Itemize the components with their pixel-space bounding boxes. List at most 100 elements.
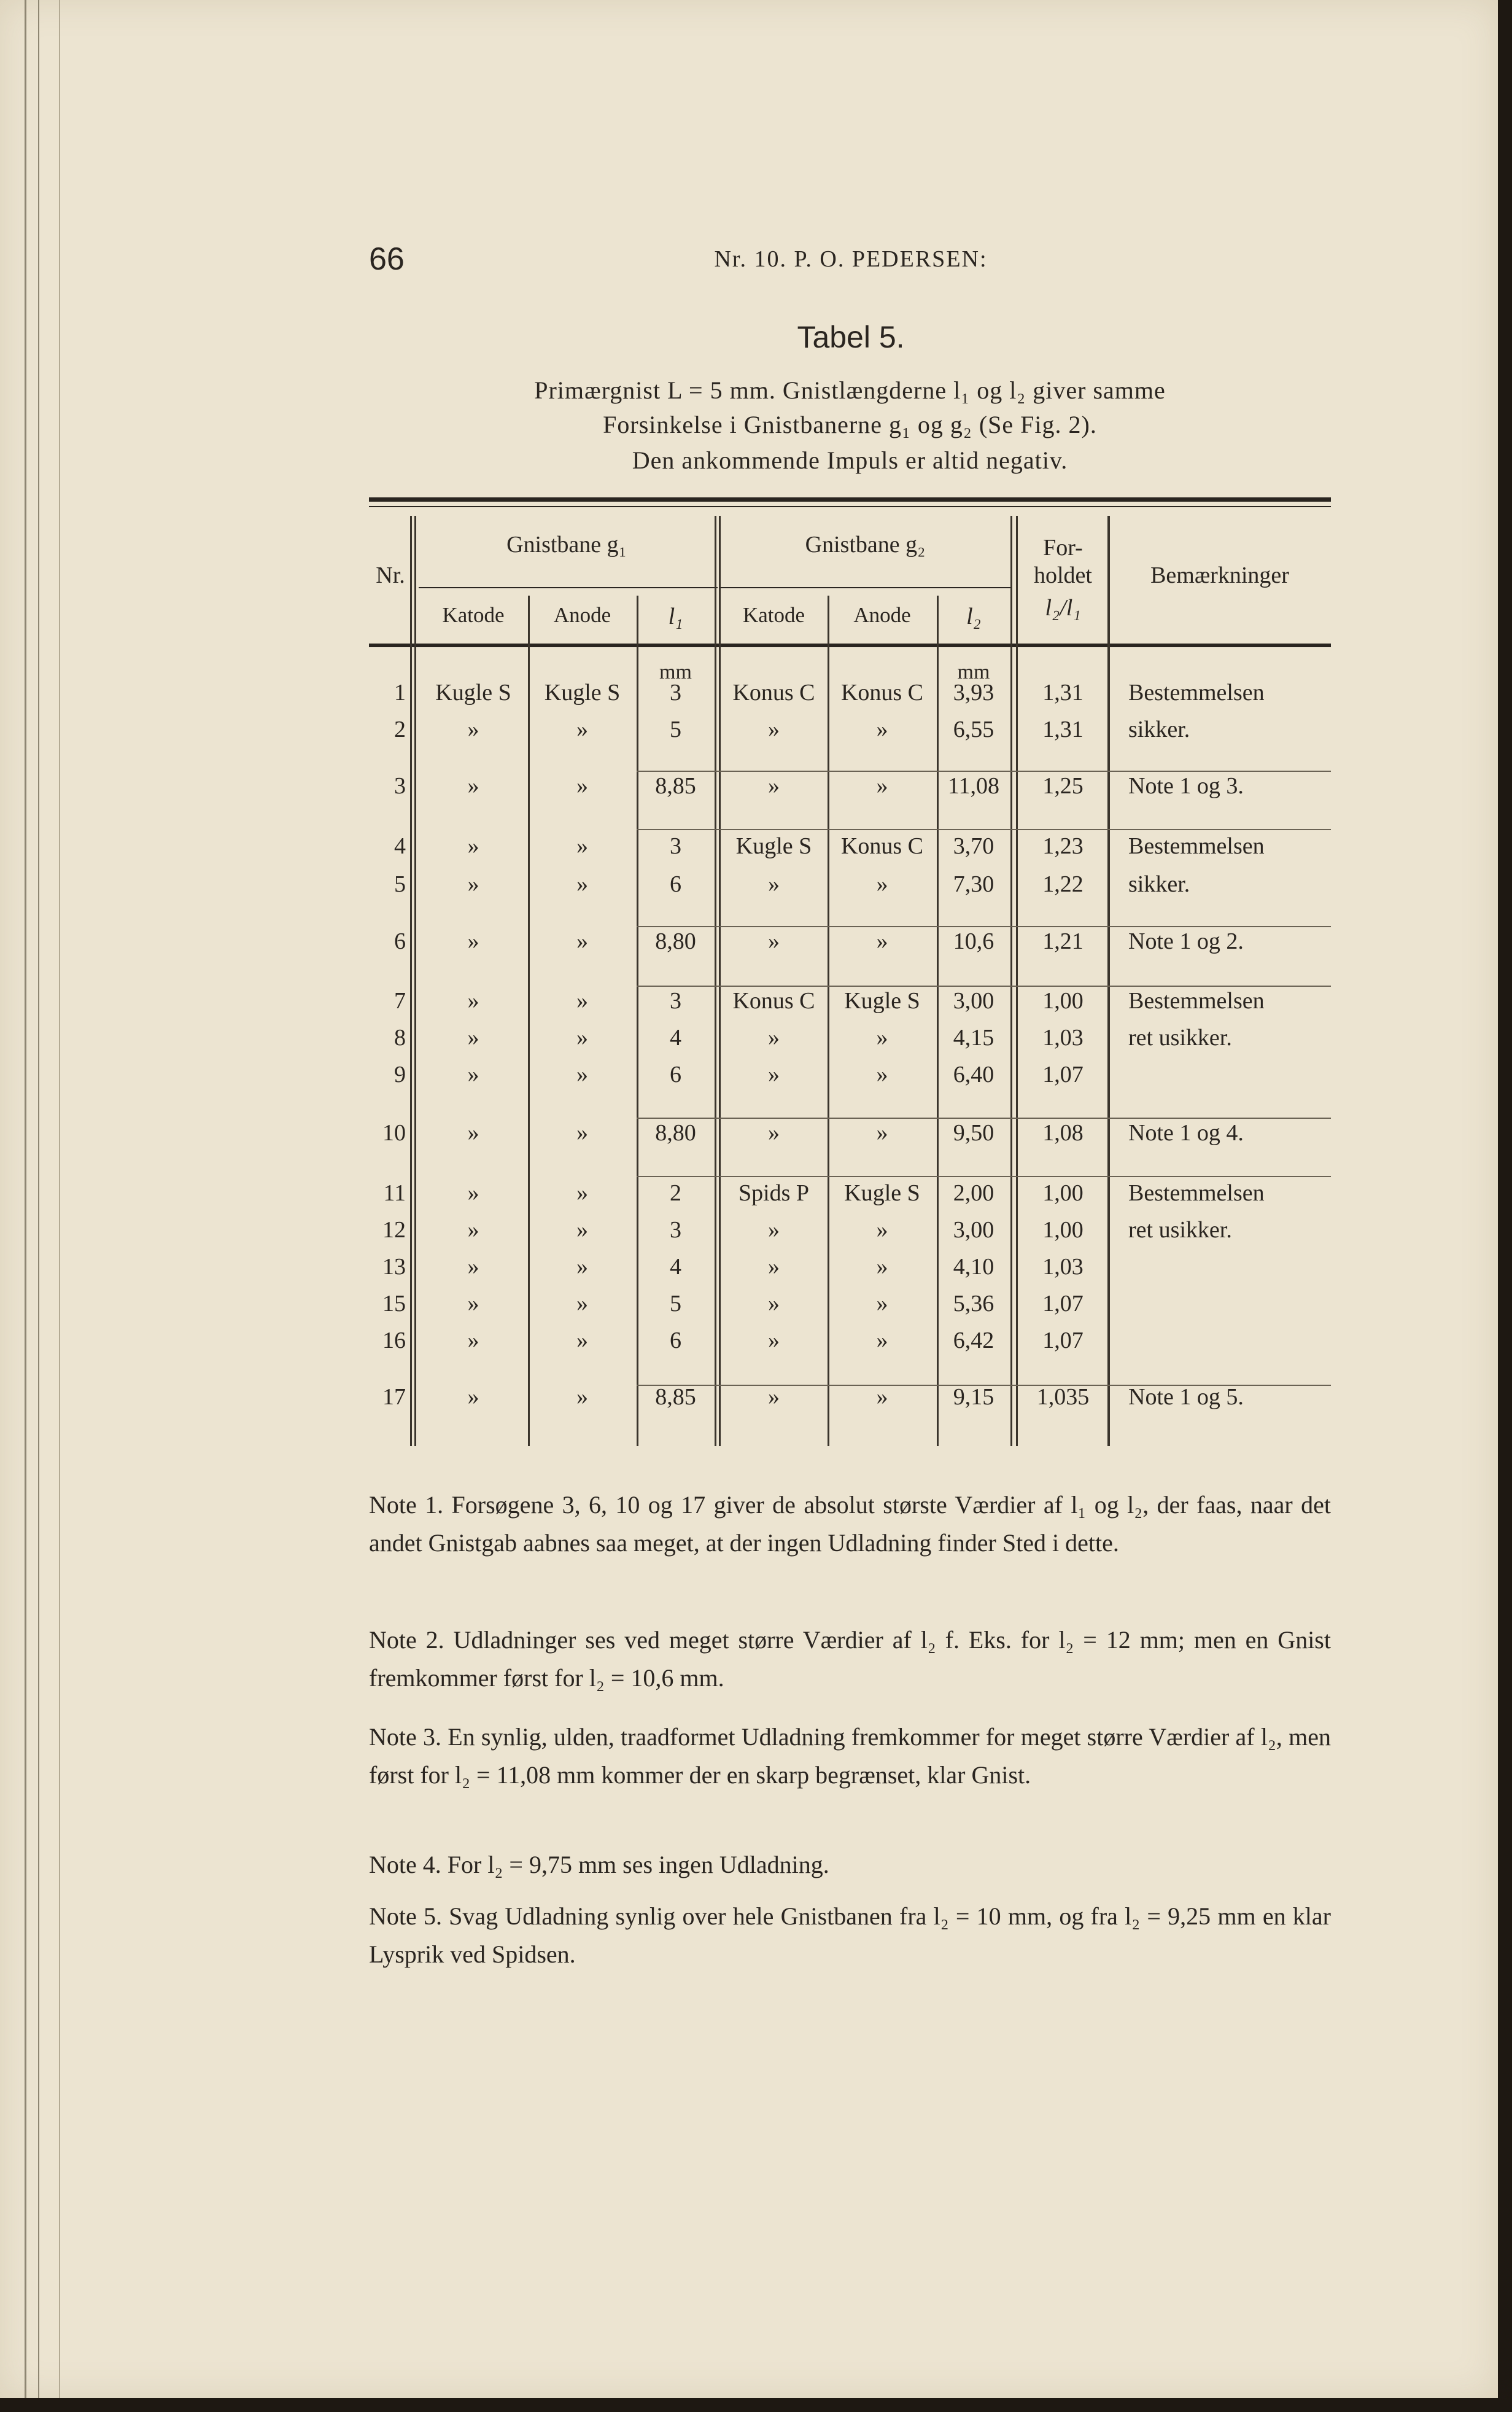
cell-ratio: 1,03 (1042, 1254, 1084, 1280)
cell-l1: 2 (670, 1180, 681, 1206)
page-edge-line (59, 0, 60, 2398)
cell-k1: » (467, 1217, 479, 1243)
group-separator (637, 986, 1331, 987)
cell-l1: 6 (670, 1062, 681, 1087)
cell-a1: » (576, 1291, 588, 1317)
cell-remark: Bestemmelsen (1128, 1180, 1265, 1206)
cell-l2: 3,93 (953, 680, 994, 706)
header-gnistbane-g1: Gnistbane g₁ (506, 532, 627, 558)
cell-a1: » (576, 717, 588, 742)
header-bottom-rule (369, 644, 1331, 647)
cell-l1: 3 (670, 833, 681, 859)
cell-k2: » (768, 1384, 780, 1410)
cell-a1: » (576, 871, 588, 897)
cell-nr: 10 (382, 1120, 406, 1146)
table-title: Tabel 5. (797, 320, 905, 354)
cell-a2: » (876, 1254, 888, 1280)
cell-l2: 2,00 (953, 1180, 994, 1206)
cell-remark: ret usikker. (1128, 1217, 1232, 1243)
header-gnistbane-g2: Gnistbane g₂ (805, 532, 926, 558)
header-anode-g1: Anode (553, 603, 611, 627)
cell-remark: Note 1 og 3. (1128, 773, 1244, 799)
cell-nr: 11 (383, 1180, 406, 1206)
page-number: 66 (369, 241, 405, 277)
cell-k2: » (768, 1025, 780, 1051)
cell-l1: 8,80 (655, 928, 696, 954)
cell-a1: » (576, 773, 588, 799)
cell-remark: Note 1 og 2. (1128, 928, 1244, 954)
cell-k2: » (768, 871, 780, 897)
cell-a1: » (576, 833, 588, 859)
page-edge-line (38, 0, 39, 2398)
column-divider (1010, 516, 1012, 1446)
cell-k1: » (467, 1384, 479, 1410)
cell-k1: » (467, 1180, 479, 1206)
note-4: Note 4. For l₂ = 9,75 mm ses ingen Udlad… (369, 1851, 829, 1878)
cell-a2: » (876, 871, 888, 897)
cell-l2: 7,30 (953, 871, 994, 897)
cell-k1: Kugle S (435, 680, 511, 706)
cell-nr: 16 (382, 1328, 406, 1353)
cell-nr: 7 (394, 988, 406, 1014)
cell-l2: 4,10 (953, 1254, 994, 1280)
column-divider (1016, 516, 1018, 1446)
header-ratio: l₂/l₁ (1045, 595, 1081, 621)
cell-a2: » (876, 717, 888, 742)
cell-ratio: 1,25 (1042, 773, 1084, 799)
unit-l2: mm (957, 661, 990, 683)
group-separator (637, 1118, 1331, 1119)
cell-a1: » (576, 928, 588, 954)
cell-a2: » (876, 928, 888, 954)
cell-remark: Bestemmelsen (1128, 988, 1265, 1014)
table-top-rule (369, 506, 1331, 507)
group-separator (637, 829, 1331, 830)
group-separator (637, 926, 1331, 927)
cell-remark (1109, 1056, 1351, 1093)
column-divider (719, 516, 721, 1446)
header-forholdet: holdet (1034, 562, 1092, 588)
cell-ratio: 1,31 (1042, 680, 1084, 706)
header-anode-g2: Anode (853, 603, 911, 627)
cell-ratio: 1,07 (1042, 1291, 1084, 1317)
cell-k1: » (467, 1062, 479, 1087)
cell-nr: 9 (394, 1062, 406, 1087)
note-2: Note 2. Udladninger ses ved meget større… (369, 1626, 1331, 1692)
group-separator (637, 771, 1331, 772)
cell-nr: 17 (382, 1384, 406, 1410)
cell-k2: Konus C (732, 988, 815, 1014)
column-divider (715, 516, 716, 1446)
cell-ratio: 1,31 (1042, 717, 1084, 742)
cell-l1: 3 (670, 988, 681, 1014)
cell-k1: » (467, 1291, 479, 1317)
cell-l1: 8,85 (655, 773, 696, 799)
table-caption-line: Primærgnist L = 5 mm. Gnistlængderne l₁ … (534, 376, 1166, 404)
cell-remark: Note 1 og 5. (1128, 1384, 1244, 1410)
cell-a1: » (576, 1180, 588, 1206)
cell-a2: Konus C (840, 833, 924, 859)
cell-ratio: 1,00 (1042, 1217, 1084, 1243)
cell-l2: 6,42 (953, 1328, 994, 1353)
cell-nr: 6 (394, 928, 406, 954)
cell-l2: 6,55 (953, 717, 994, 742)
cell-k2: » (768, 1328, 780, 1353)
cell-k1: » (467, 1120, 479, 1146)
cell-k2: » (768, 1062, 780, 1087)
cell-k2: Konus C (732, 680, 815, 706)
cell-l2: 11,08 (947, 773, 1000, 799)
cell-remark: Note 1 og 4. (1128, 1120, 1244, 1146)
cell-ratio: 1,07 (1042, 1062, 1084, 1087)
cell-l2: 10,6 (953, 928, 994, 954)
header-sub-rule (419, 587, 718, 588)
cell-remark: sikker. (1128, 871, 1190, 897)
cell-a1: » (576, 1120, 588, 1146)
column-divider (410, 516, 412, 1446)
table-top-rule (369, 497, 1331, 502)
cell-k1: » (467, 833, 479, 859)
header-nr: Nr. (376, 562, 405, 588)
cell-nr: 12 (382, 1217, 406, 1243)
cell-ratio: 1,08 (1042, 1120, 1084, 1146)
cell-remark: sikker. (1128, 717, 1190, 742)
cell-k2: » (768, 1254, 780, 1280)
cell-k2: » (768, 1217, 780, 1243)
